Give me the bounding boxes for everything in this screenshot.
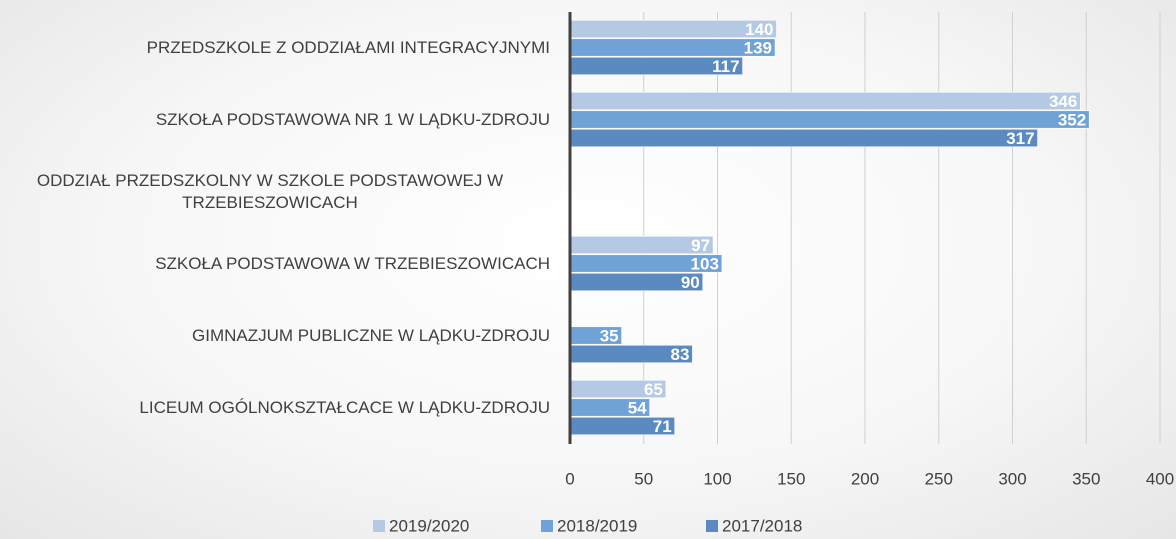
data-label: 352 <box>1058 110 1086 129</box>
x-tick-label: 350 <box>1072 469 1100 488</box>
data-label: 140 <box>745 20 773 39</box>
bar <box>569 128 1038 148</box>
legend-swatch <box>373 520 385 532</box>
category-text: ODDZIAŁ PRZEDSZKOLNY W SZKOLE PODSTAWOWE… <box>36 171 504 212</box>
bar <box>569 91 1081 111</box>
data-label: 1 <box>559 201 568 220</box>
x-tick-label: 50 <box>634 469 653 488</box>
x-tick-label: 300 <box>998 469 1026 488</box>
x-tick-label: 150 <box>777 469 805 488</box>
data-label: 103 <box>691 254 719 273</box>
x-tick-label: 200 <box>851 469 879 488</box>
data-label: 65 <box>644 380 663 399</box>
category-text: SZKOŁA PODSTAWOWA NR 1 W LĄDKU-ZDROJU <box>155 110 550 129</box>
data-label: 54 <box>628 398 647 417</box>
category-text: SZKOŁA PODSTAWOWA W TRZEBIESZOWICACH <box>155 254 550 273</box>
data-label: 97 <box>691 236 710 255</box>
data-label: 346 <box>1049 92 1077 111</box>
legend-label: 2018/2019 <box>557 516 637 535</box>
category-label: SZKOŁA PODSTAWOWA W TRZEBIESZOWICACH <box>0 253 550 275</box>
data-label: 35 <box>600 326 619 345</box>
x-tick-label: 400 <box>1146 469 1174 488</box>
category-label: LICEUM OGÓLNOKSZTAŁCACE W LĄDKU-ZDROJU <box>0 397 550 419</box>
legend-swatch <box>541 520 553 532</box>
category-text: PRZEDSZKOLE Z ODDZIAŁAMI INTEGRACYJNYMI <box>146 38 550 57</box>
legend-label: 2019/2020 <box>389 516 469 535</box>
category-label: GIMNAZJUM PUBLICZNE W LĄDKU-ZDROJU <box>0 325 550 347</box>
bar <box>569 110 1090 129</box>
x-tick-label: 250 <box>925 469 953 488</box>
category-text: GIMNAZJUM PUBLICZNE W LĄDKU-ZDROJU <box>192 326 550 345</box>
data-label: 1 <box>559 164 568 183</box>
category-label: SZKOŁA PODSTAWOWA NR 1 W LĄDKU-ZDROJU <box>0 109 550 131</box>
x-tick-label: 100 <box>703 469 731 488</box>
data-label: 90 <box>681 273 700 292</box>
data-label: 139 <box>744 38 772 57</box>
legend-label: 2017/2018 <box>722 516 802 535</box>
category-text: LICEUM OGÓLNOKSZTAŁCACE W LĄDKU-ZDROJU <box>139 398 550 417</box>
legend-swatch <box>706 520 718 532</box>
category-label: ODDZIAŁ PRZEDSZKOLNY W SZKOLE PODSTAWOWE… <box>0 170 550 214</box>
data-label: 1 <box>559 182 568 201</box>
x-tick-label: 0 <box>565 469 574 488</box>
data-label: 117 <box>712 57 739 76</box>
data-label: 317 <box>1006 129 1034 148</box>
data-label: 83 <box>671 345 690 364</box>
data-label: 71 <box>653 417 672 436</box>
category-label: PRZEDSZKOLE Z ODDZIAŁAMI INTEGRACYJNYMI <box>0 37 550 59</box>
